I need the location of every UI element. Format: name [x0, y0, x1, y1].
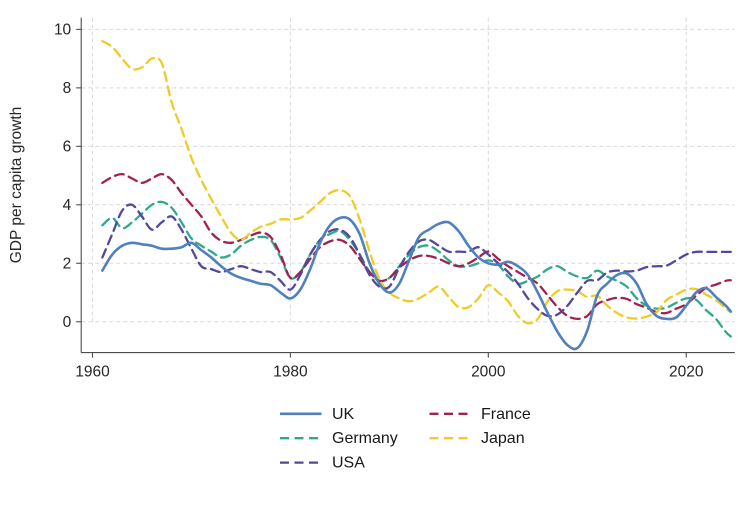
- svg-text:8: 8: [63, 80, 72, 97]
- svg-text:France: France: [481, 406, 531, 423]
- svg-text:2000: 2000: [471, 364, 506, 381]
- svg-text:Germany: Germany: [332, 430, 398, 447]
- svg-text:4: 4: [63, 197, 72, 214]
- svg-text:Japan: Japan: [481, 430, 525, 447]
- svg-text:1980: 1980: [273, 364, 308, 381]
- svg-text:2: 2: [63, 255, 72, 272]
- svg-text:10: 10: [54, 21, 72, 38]
- svg-text:0: 0: [63, 314, 72, 331]
- svg-text:6: 6: [63, 138, 72, 155]
- svg-text:1960: 1960: [75, 364, 110, 381]
- svg-text:2020: 2020: [669, 364, 704, 381]
- svg-text:UK: UK: [332, 406, 355, 423]
- svg-text:USA: USA: [332, 455, 365, 472]
